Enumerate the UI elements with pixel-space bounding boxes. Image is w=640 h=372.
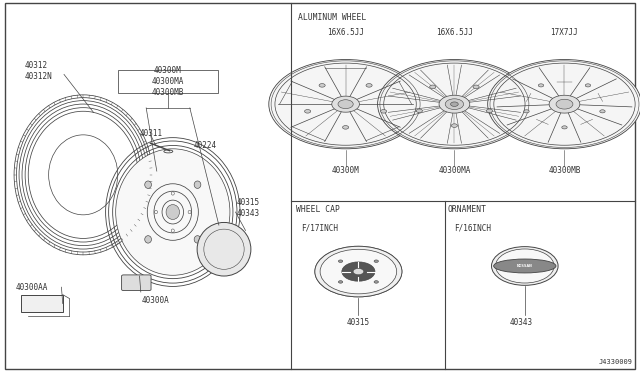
Ellipse shape: [320, 249, 397, 294]
Bar: [118, 70, 218, 93]
Ellipse shape: [269, 60, 422, 149]
Ellipse shape: [538, 84, 544, 87]
Text: 40312
40312N: 40312 40312N: [24, 61, 52, 81]
Ellipse shape: [197, 222, 251, 276]
Ellipse shape: [556, 99, 573, 109]
Text: 40315
40343: 40315 40343: [237, 198, 260, 218]
Ellipse shape: [600, 110, 605, 113]
Text: 40315: 40315: [347, 318, 370, 327]
Ellipse shape: [332, 96, 360, 112]
Ellipse shape: [166, 205, 179, 219]
Ellipse shape: [305, 109, 310, 113]
Ellipse shape: [445, 99, 463, 109]
Text: 40224: 40224: [193, 141, 216, 150]
Ellipse shape: [374, 280, 378, 283]
Ellipse shape: [495, 249, 554, 283]
Text: 40343: 40343: [510, 318, 533, 327]
Text: F/17INCH: F/17INCH: [301, 223, 338, 232]
Ellipse shape: [342, 262, 375, 281]
Bar: [21, 295, 63, 312]
Text: 40300MA: 40300MA: [438, 166, 470, 174]
Ellipse shape: [374, 260, 378, 263]
Ellipse shape: [451, 124, 458, 127]
Ellipse shape: [486, 109, 493, 113]
Ellipse shape: [378, 60, 531, 149]
Text: NISSAN: NISSAN: [517, 264, 532, 268]
Ellipse shape: [339, 280, 343, 283]
Ellipse shape: [493, 259, 556, 273]
Text: 40300AA: 40300AA: [16, 283, 49, 292]
Ellipse shape: [315, 246, 402, 297]
Ellipse shape: [488, 60, 640, 149]
Text: WHEEL CAP: WHEEL CAP: [296, 205, 340, 214]
Text: F/16INCH: F/16INCH: [454, 223, 492, 232]
Ellipse shape: [366, 84, 372, 87]
Ellipse shape: [338, 100, 353, 109]
Text: 40311: 40311: [140, 129, 163, 138]
Text: ALUMINUM WHEEL: ALUMINUM WHEEL: [298, 13, 366, 22]
Text: J4330009: J4330009: [598, 359, 632, 365]
Ellipse shape: [562, 126, 567, 129]
Ellipse shape: [429, 85, 436, 89]
Ellipse shape: [549, 95, 580, 113]
Ellipse shape: [319, 84, 325, 87]
Ellipse shape: [439, 95, 470, 113]
Ellipse shape: [381, 109, 387, 113]
Ellipse shape: [339, 260, 343, 263]
Text: 40300A: 40300A: [142, 296, 170, 305]
Text: 40300M: 40300M: [332, 166, 360, 174]
Ellipse shape: [194, 236, 201, 243]
FancyBboxPatch shape: [122, 275, 151, 291]
Text: 40300M
40300MA
40300MB: 40300M 40300MA 40300MB: [152, 66, 184, 97]
Ellipse shape: [342, 126, 349, 129]
Ellipse shape: [416, 109, 422, 113]
Ellipse shape: [353, 269, 364, 275]
Text: 16X6.5JJ: 16X6.5JJ: [327, 28, 364, 37]
Ellipse shape: [116, 149, 230, 275]
Text: 40300MB: 40300MB: [548, 166, 580, 174]
Ellipse shape: [492, 247, 558, 285]
Text: 16X6.5JJ: 16X6.5JJ: [436, 28, 473, 37]
Ellipse shape: [473, 85, 479, 89]
Ellipse shape: [451, 102, 458, 106]
Ellipse shape: [585, 84, 591, 87]
Text: ORNAMENT: ORNAMENT: [448, 205, 487, 214]
Ellipse shape: [145, 181, 152, 188]
Text: 17X7JJ: 17X7JJ: [550, 28, 579, 37]
Ellipse shape: [194, 181, 201, 188]
Ellipse shape: [524, 110, 529, 113]
Ellipse shape: [145, 236, 152, 243]
